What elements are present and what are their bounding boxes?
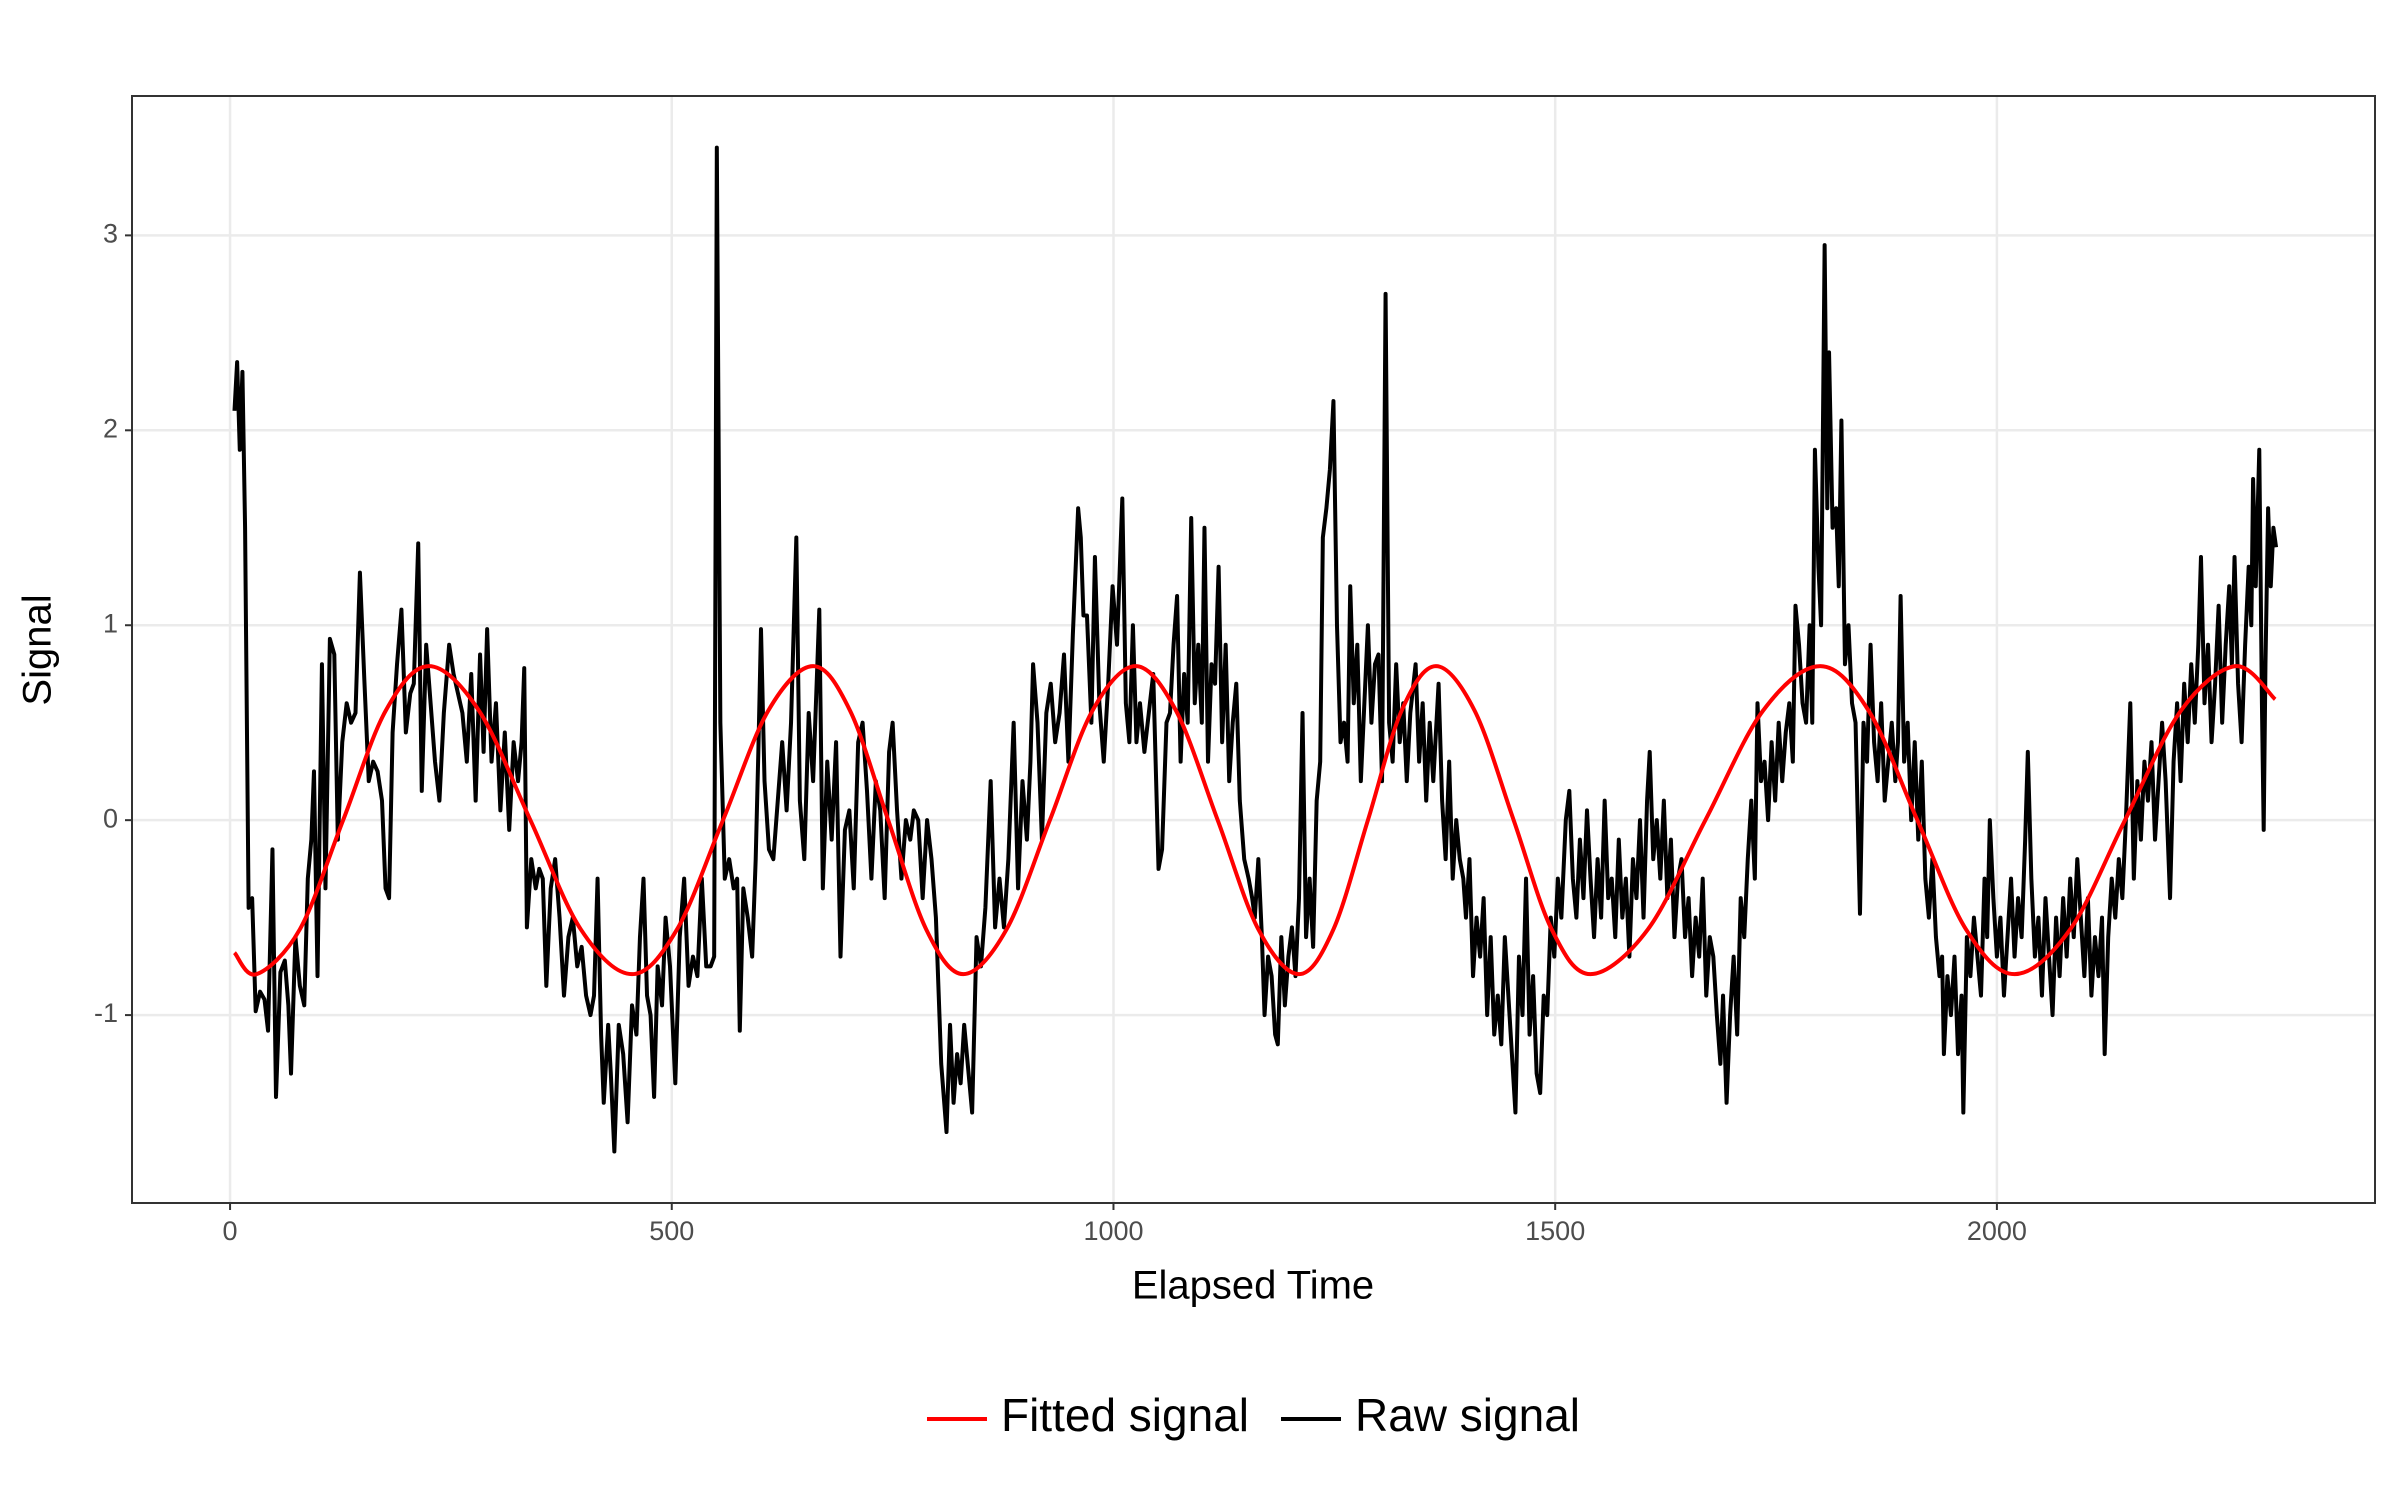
y-tick-label: 1 [103, 608, 118, 638]
grid [132, 96, 2375, 1203]
x-tick-label: 0 [223, 1216, 238, 1246]
y-tick-label: 3 [103, 218, 118, 248]
x-axis-title: Elapsed Time [1132, 1264, 1374, 1308]
y-tick-label: 2 [103, 413, 118, 443]
y-tick-label: 0 [103, 803, 118, 833]
axes: 0 500 1000 1500 2000 -1 0 1 2 3 [94, 218, 2027, 1246]
legend-label: Raw signal [1355, 1389, 1580, 1441]
plot-lines [232, 145, 2279, 1154]
y-tick-label: -1 [94, 998, 118, 1028]
legend: Fitted signal Raw signal [926, 1389, 1580, 1441]
x-tick-label: 1500 [1525, 1216, 1585, 1246]
x-tick-label: 500 [649, 1216, 694, 1246]
y-axis-title: Signal [16, 594, 60, 705]
x-tick-label: 2000 [1967, 1216, 2027, 1246]
series-line [232, 664, 2277, 977]
x-tick-label: 1000 [1083, 1216, 1143, 1246]
series-line [232, 145, 2279, 1154]
legend-label: Fitted signal [1001, 1389, 1249, 1441]
panel-border [131, 95, 2376, 1204]
